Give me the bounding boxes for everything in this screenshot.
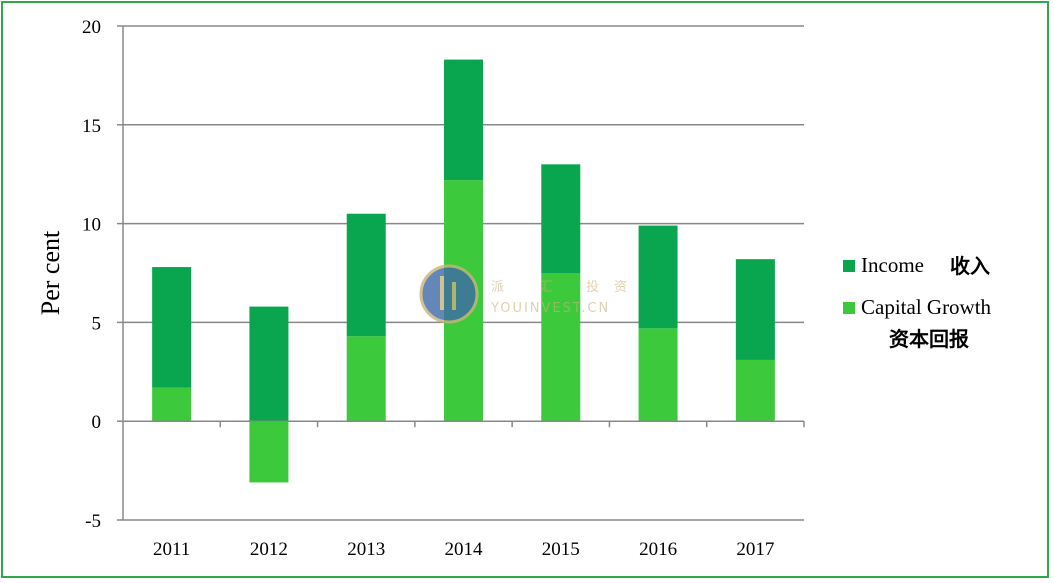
bar-2011-income bbox=[152, 267, 192, 388]
y-tick-label-10: 10 bbox=[82, 215, 101, 236]
bar-2015-income bbox=[541, 164, 581, 273]
x-axis bbox=[123, 420, 805, 428]
bars bbox=[152, 59, 775, 483]
x-tick-label-2013: 2013 bbox=[347, 539, 385, 560]
legend-swatch-capital-growth bbox=[843, 302, 855, 314]
legend-label-capital-growth: Capital Growth bbox=[861, 295, 992, 319]
x-tick-label-2015: 2015 bbox=[542, 539, 580, 560]
watermark: 派 汇 投 资 YOUINVEST.CN bbox=[419, 264, 627, 324]
bar-2015-capital-growth bbox=[541, 273, 581, 422]
bar-2014-income bbox=[444, 59, 483, 181]
watermark-cjk-2: 汇 bbox=[540, 280, 553, 295]
legend-label-income-cjk: 收入 bbox=[950, 254, 990, 278]
bar-2013-capital-growth bbox=[346, 336, 386, 422]
x-tick-label-2011: 2011 bbox=[153, 539, 190, 560]
y-tick-label-15: 15 bbox=[82, 116, 101, 137]
bar-2012-income bbox=[249, 306, 289, 422]
x-tick-label-2017: 2017 bbox=[736, 539, 774, 560]
y-tick-label-20: 20 bbox=[82, 17, 101, 38]
bar-2016-capital-growth bbox=[638, 328, 678, 422]
watermark-cjk-1: 派 bbox=[491, 280, 504, 295]
legend: Income 收入 Capital Growth 资本回报 bbox=[843, 253, 992, 351]
x-axis-ticks: 2011 2012 2013 2014 2015 2016 2017 bbox=[153, 539, 774, 560]
y-axis-label: Per cent bbox=[36, 230, 65, 315]
watermark-text: YOUINVEST.CN bbox=[490, 301, 610, 316]
bar-2011-capital-growth bbox=[152, 387, 192, 422]
legend-label-income: Income bbox=[861, 253, 924, 277]
y-axis-ticks: 20 15 10 5 0 -5 bbox=[82, 17, 124, 532]
legend-swatch-income bbox=[843, 260, 855, 272]
bar-2016-income bbox=[638, 225, 678, 329]
x-tick-label-2012: 2012 bbox=[250, 539, 288, 560]
bar-2012-capital-growth bbox=[249, 421, 289, 483]
x-tick-label-2016: 2016 bbox=[639, 539, 677, 560]
watermark-cjk-3: 投 bbox=[586, 279, 599, 295]
watermark-cjk-4: 资 bbox=[614, 280, 627, 295]
y-tick-label-5: 5 bbox=[92, 313, 102, 334]
legend-label-capital-growth-cjk: 资本回报 bbox=[889, 327, 969, 351]
y-tick-label--5: -5 bbox=[85, 511, 101, 532]
bar-2013-income bbox=[346, 213, 386, 337]
x-tick-label-2014: 2014 bbox=[445, 539, 484, 560]
bar-2017-income bbox=[735, 259, 775, 360]
y-tick-label-0: 0 bbox=[92, 412, 102, 433]
watermark-logo-icon bbox=[419, 264, 479, 324]
bar-2017-capital-growth bbox=[735, 359, 775, 422]
